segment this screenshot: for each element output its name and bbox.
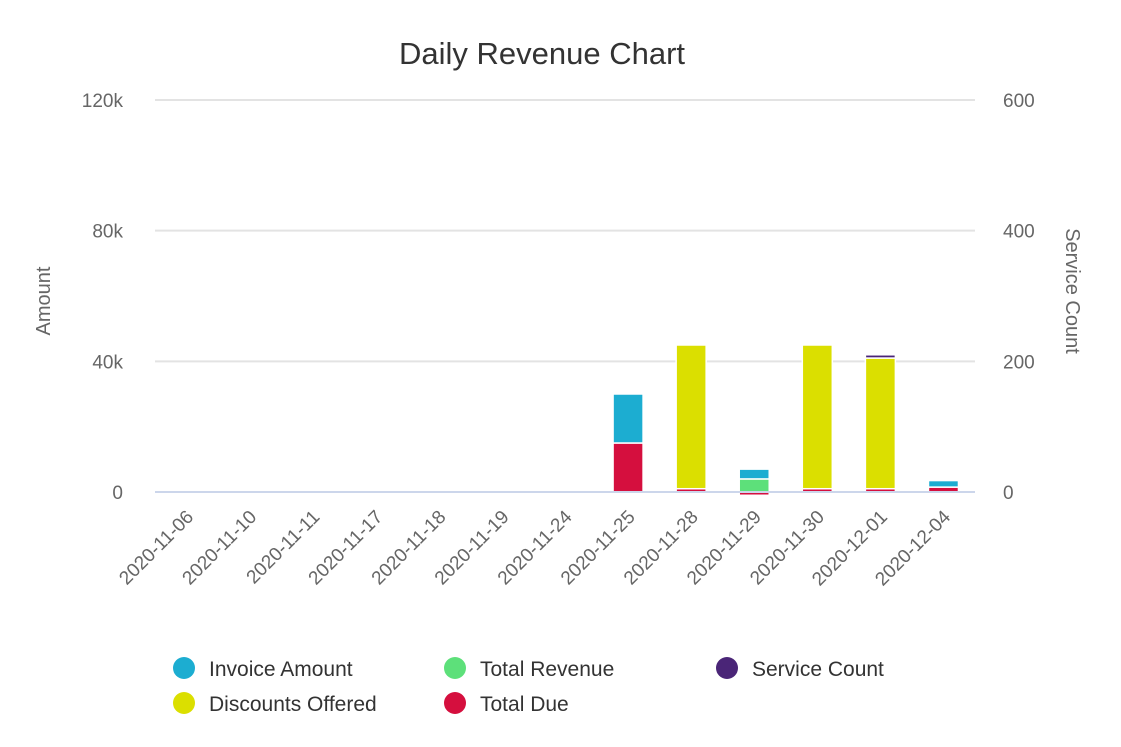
bar-total-due[interactable]	[612, 442, 644, 493]
y-axis-ticks: 0 40k 80k 120k	[82, 91, 124, 504]
gridlines	[155, 99, 975, 363]
legend-item-service-count[interactable]: Service Count	[716, 657, 884, 681]
legend-item-total-due[interactable]: Total Due	[444, 692, 569, 716]
bar-invoice-amount[interactable]	[927, 479, 960, 488]
x-axis-ticks: 2020-11-062020-11-102020-11-112020-11-17…	[115, 506, 955, 590]
legend-label: Discounts Offered	[209, 693, 377, 716]
y-tick-label: 0	[112, 483, 123, 504]
bar-invoice-amount[interactable]	[738, 468, 770, 480]
chart-title: Daily Revenue Chart	[399, 36, 685, 71]
bar-total-revenue[interactable]	[738, 478, 770, 493]
bar-series	[612, 344, 960, 497]
bar-discounts-offered[interactable]	[801, 344, 834, 490]
y2-tick-label: 400	[1003, 222, 1035, 243]
legend-label: Total Revenue	[480, 658, 614, 681]
y2-axis-title: Service Count	[1061, 228, 1083, 354]
bar-service-count[interactable]	[864, 354, 897, 359]
y2-tick-label: 600	[1003, 91, 1035, 112]
y2-tick-label: 0	[1003, 483, 1014, 504]
y2-axis-ticks: 0 200 400 600	[1003, 91, 1035, 504]
legend-item-discounts-offered[interactable]: Discounts Offered	[173, 692, 377, 716]
legend-label: Invoice Amount	[209, 658, 353, 681]
legend: Invoice Amount Total Revenue Service Count…	[173, 657, 884, 716]
legend-label: Service Count	[752, 658, 884, 681]
y-tick-label: 40k	[92, 352, 123, 373]
legend-marker	[173, 692, 195, 714]
legend-label: Total Due	[480, 693, 569, 716]
bar-invoice-amount[interactable]	[612, 393, 644, 444]
y-tick-label: 120k	[82, 91, 124, 112]
bar-discounts-offered[interactable]	[864, 357, 897, 490]
bar-discounts-offered[interactable]	[675, 344, 707, 490]
y-tick-label: 80k	[92, 222, 123, 243]
legend-item-invoice-amount[interactable]: Invoice Amount	[173, 657, 353, 681]
legend-marker	[173, 657, 195, 679]
legend-marker	[444, 657, 466, 679]
legend-marker	[444, 692, 466, 714]
y-axis-title: Amount	[33, 266, 55, 335]
legend-item-total-revenue[interactable]: Total Revenue	[444, 657, 614, 681]
y2-tick-label: 200	[1003, 352, 1035, 373]
legend-marker	[716, 657, 738, 679]
